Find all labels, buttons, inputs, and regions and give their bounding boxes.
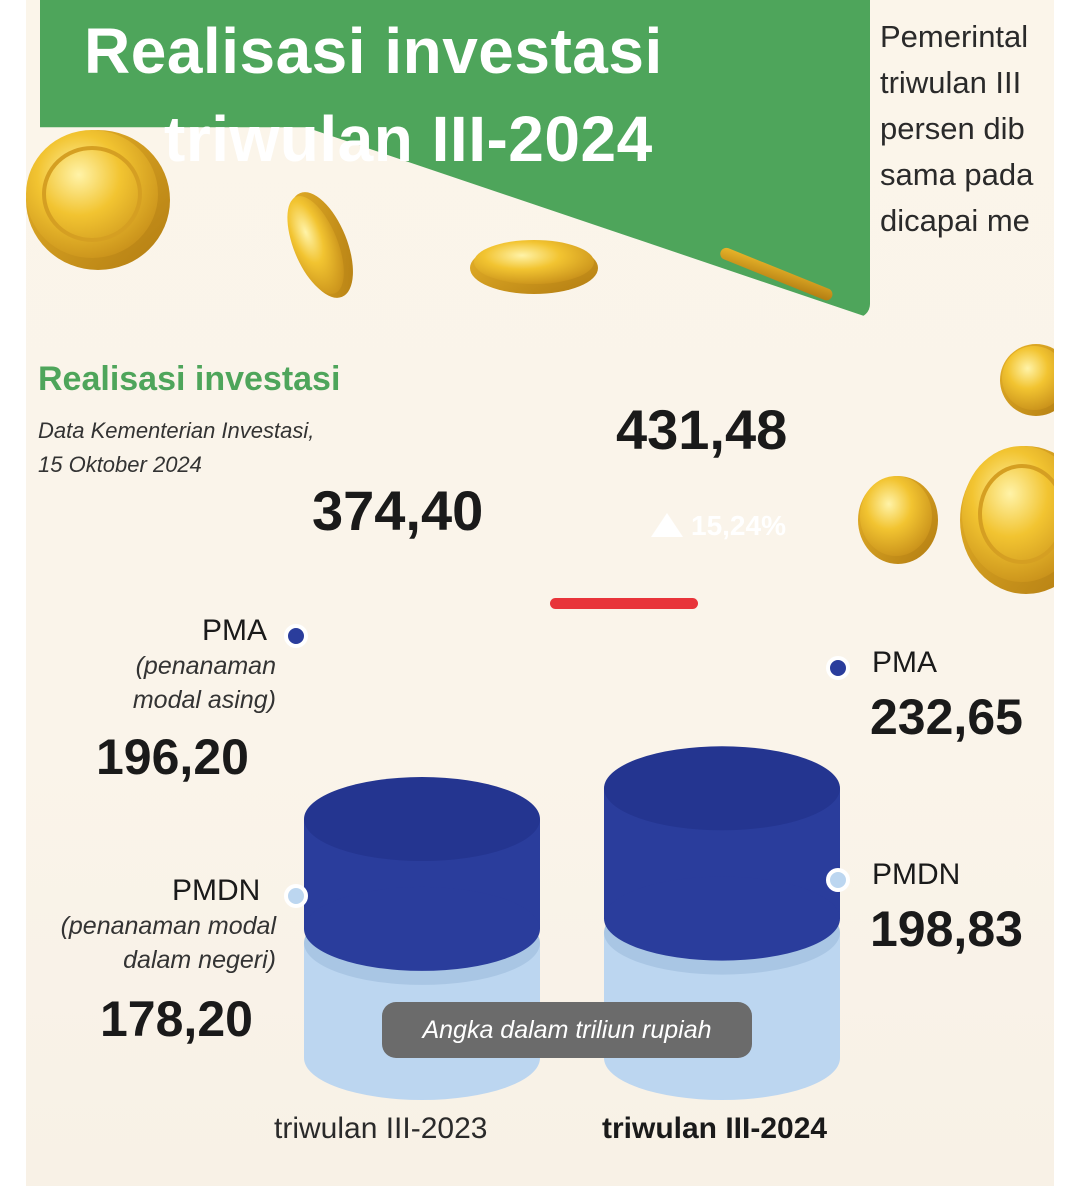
gold-coin-icon [858, 476, 938, 564]
pma-cylinder-2024-top [604, 746, 840, 831]
gold-coin-icon [287, 192, 353, 298]
up-triangle-icon [651, 513, 683, 537]
category-label-2024: triwulan III-2024 [602, 1112, 828, 1145]
series-label-pmdn-right: PMDN [872, 858, 961, 891]
lede-text-line: triwulan III [880, 65, 1022, 100]
series-label-pma-left: PMA [202, 614, 268, 647]
page-title-line-1: Realisasi investasi [84, 15, 663, 87]
series-desc-pma-2: modal asing) [132, 686, 276, 714]
lede-text-line: Pemerintal [880, 19, 1029, 54]
series-desc-pmdn-2: dalam negeri) [123, 946, 276, 974]
legend-dot-pmdn [284, 884, 308, 908]
series-label-pmdn-left: PMDN [172, 874, 261, 907]
lede-text-line: dicapai me [880, 203, 1030, 238]
series-desc-pma-1: (penanaman [135, 652, 276, 680]
lede-text-line: persen dib [880, 111, 1025, 146]
pma-cylinder-2024-bottom [604, 876, 840, 961]
source-line-2: 15 Oktober 2024 [38, 452, 202, 477]
legend-dot-pma-right [826, 656, 850, 680]
value-label-pmdn-2023: 178,20 [100, 991, 253, 1047]
connector-marker [550, 598, 698, 609]
value-label-pma-2023: 196,20 [96, 729, 249, 785]
gold-coin-icon [470, 240, 598, 294]
value-label-pmdn-2024: 198,83 [870, 901, 1023, 957]
legend-dot-pma [284, 624, 308, 648]
category-label-2023: triwulan III-2023 [274, 1112, 488, 1145]
chart-cylinders [304, 746, 840, 1100]
series-desc-pmdn-1: (penanaman modal [60, 912, 276, 940]
gold-coin-icon [720, 247, 833, 301]
growth-value: 15,24% [691, 510, 786, 541]
pma-cylinder-2023-top [304, 777, 540, 862]
total-label-2023: 374,40 [312, 479, 484, 542]
growth-badge: 15,24% [651, 510, 786, 542]
chart-title: Realisasi investasi [38, 360, 341, 398]
source-line-1: Data Kementerian Investasi, [38, 418, 315, 443]
legend-dot-pmdn-right [826, 868, 850, 892]
total-label-2024: 431,48 [616, 398, 788, 461]
infographic-frame: Realisasi investasi triwulan III-2024 Pe… [26, 0, 1054, 1186]
series-label-pma-right: PMA [872, 646, 938, 679]
page-title-line-2: triwulan III-2024 [164, 103, 653, 175]
unit-note-badge: Angka dalam triliun rupiah [382, 1002, 752, 1058]
lede-text-line: sama pada [880, 157, 1034, 192]
gold-coin-icon [26, 130, 170, 270]
gold-coin-icon [960, 446, 1054, 594]
gold-coin-icon [1000, 344, 1054, 416]
pma-cylinder-2023-bottom [304, 886, 540, 971]
value-label-pma-2024: 232,65 [870, 689, 1023, 745]
